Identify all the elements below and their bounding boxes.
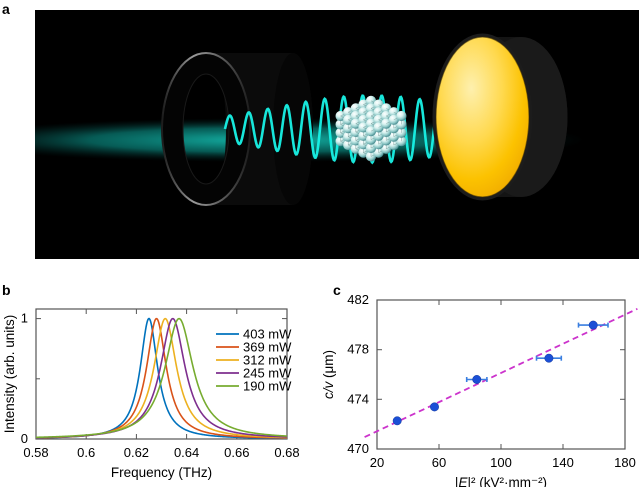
svg-text:0.58: 0.58 [23, 445, 48, 460]
svg-text:0.62: 0.62 [124, 445, 149, 460]
svg-text:Intensity (arb. units): Intensity (arb. units) [2, 315, 17, 434]
svg-text:0.6: 0.6 [77, 445, 95, 460]
svg-text:0.66: 0.66 [224, 445, 249, 460]
svg-text:20: 20 [370, 455, 384, 470]
svg-text:474: 474 [347, 391, 369, 406]
svg-text:60: 60 [432, 455, 446, 470]
svg-text:190 mW: 190 mW [243, 379, 292, 394]
svg-text:140: 140 [552, 455, 574, 470]
svg-text:1: 1 [21, 311, 28, 326]
svg-text:478: 478 [347, 342, 369, 357]
svg-text:|E|² (kV²·mm⁻²): |E|² (kV²·mm⁻²) [455, 475, 547, 487]
svg-text:180: 180 [614, 455, 636, 470]
svg-text:482: 482 [347, 292, 369, 307]
svg-text:0: 0 [21, 431, 28, 446]
svg-text:c/v (μm): c/v (μm) [321, 350, 336, 399]
svg-text:Frequency (THz): Frequency (THz) [111, 465, 212, 480]
svg-text:0.68: 0.68 [274, 445, 299, 460]
svg-text:100: 100 [490, 455, 512, 470]
svg-text:470: 470 [347, 441, 369, 456]
svg-text:0.64: 0.64 [174, 445, 199, 460]
